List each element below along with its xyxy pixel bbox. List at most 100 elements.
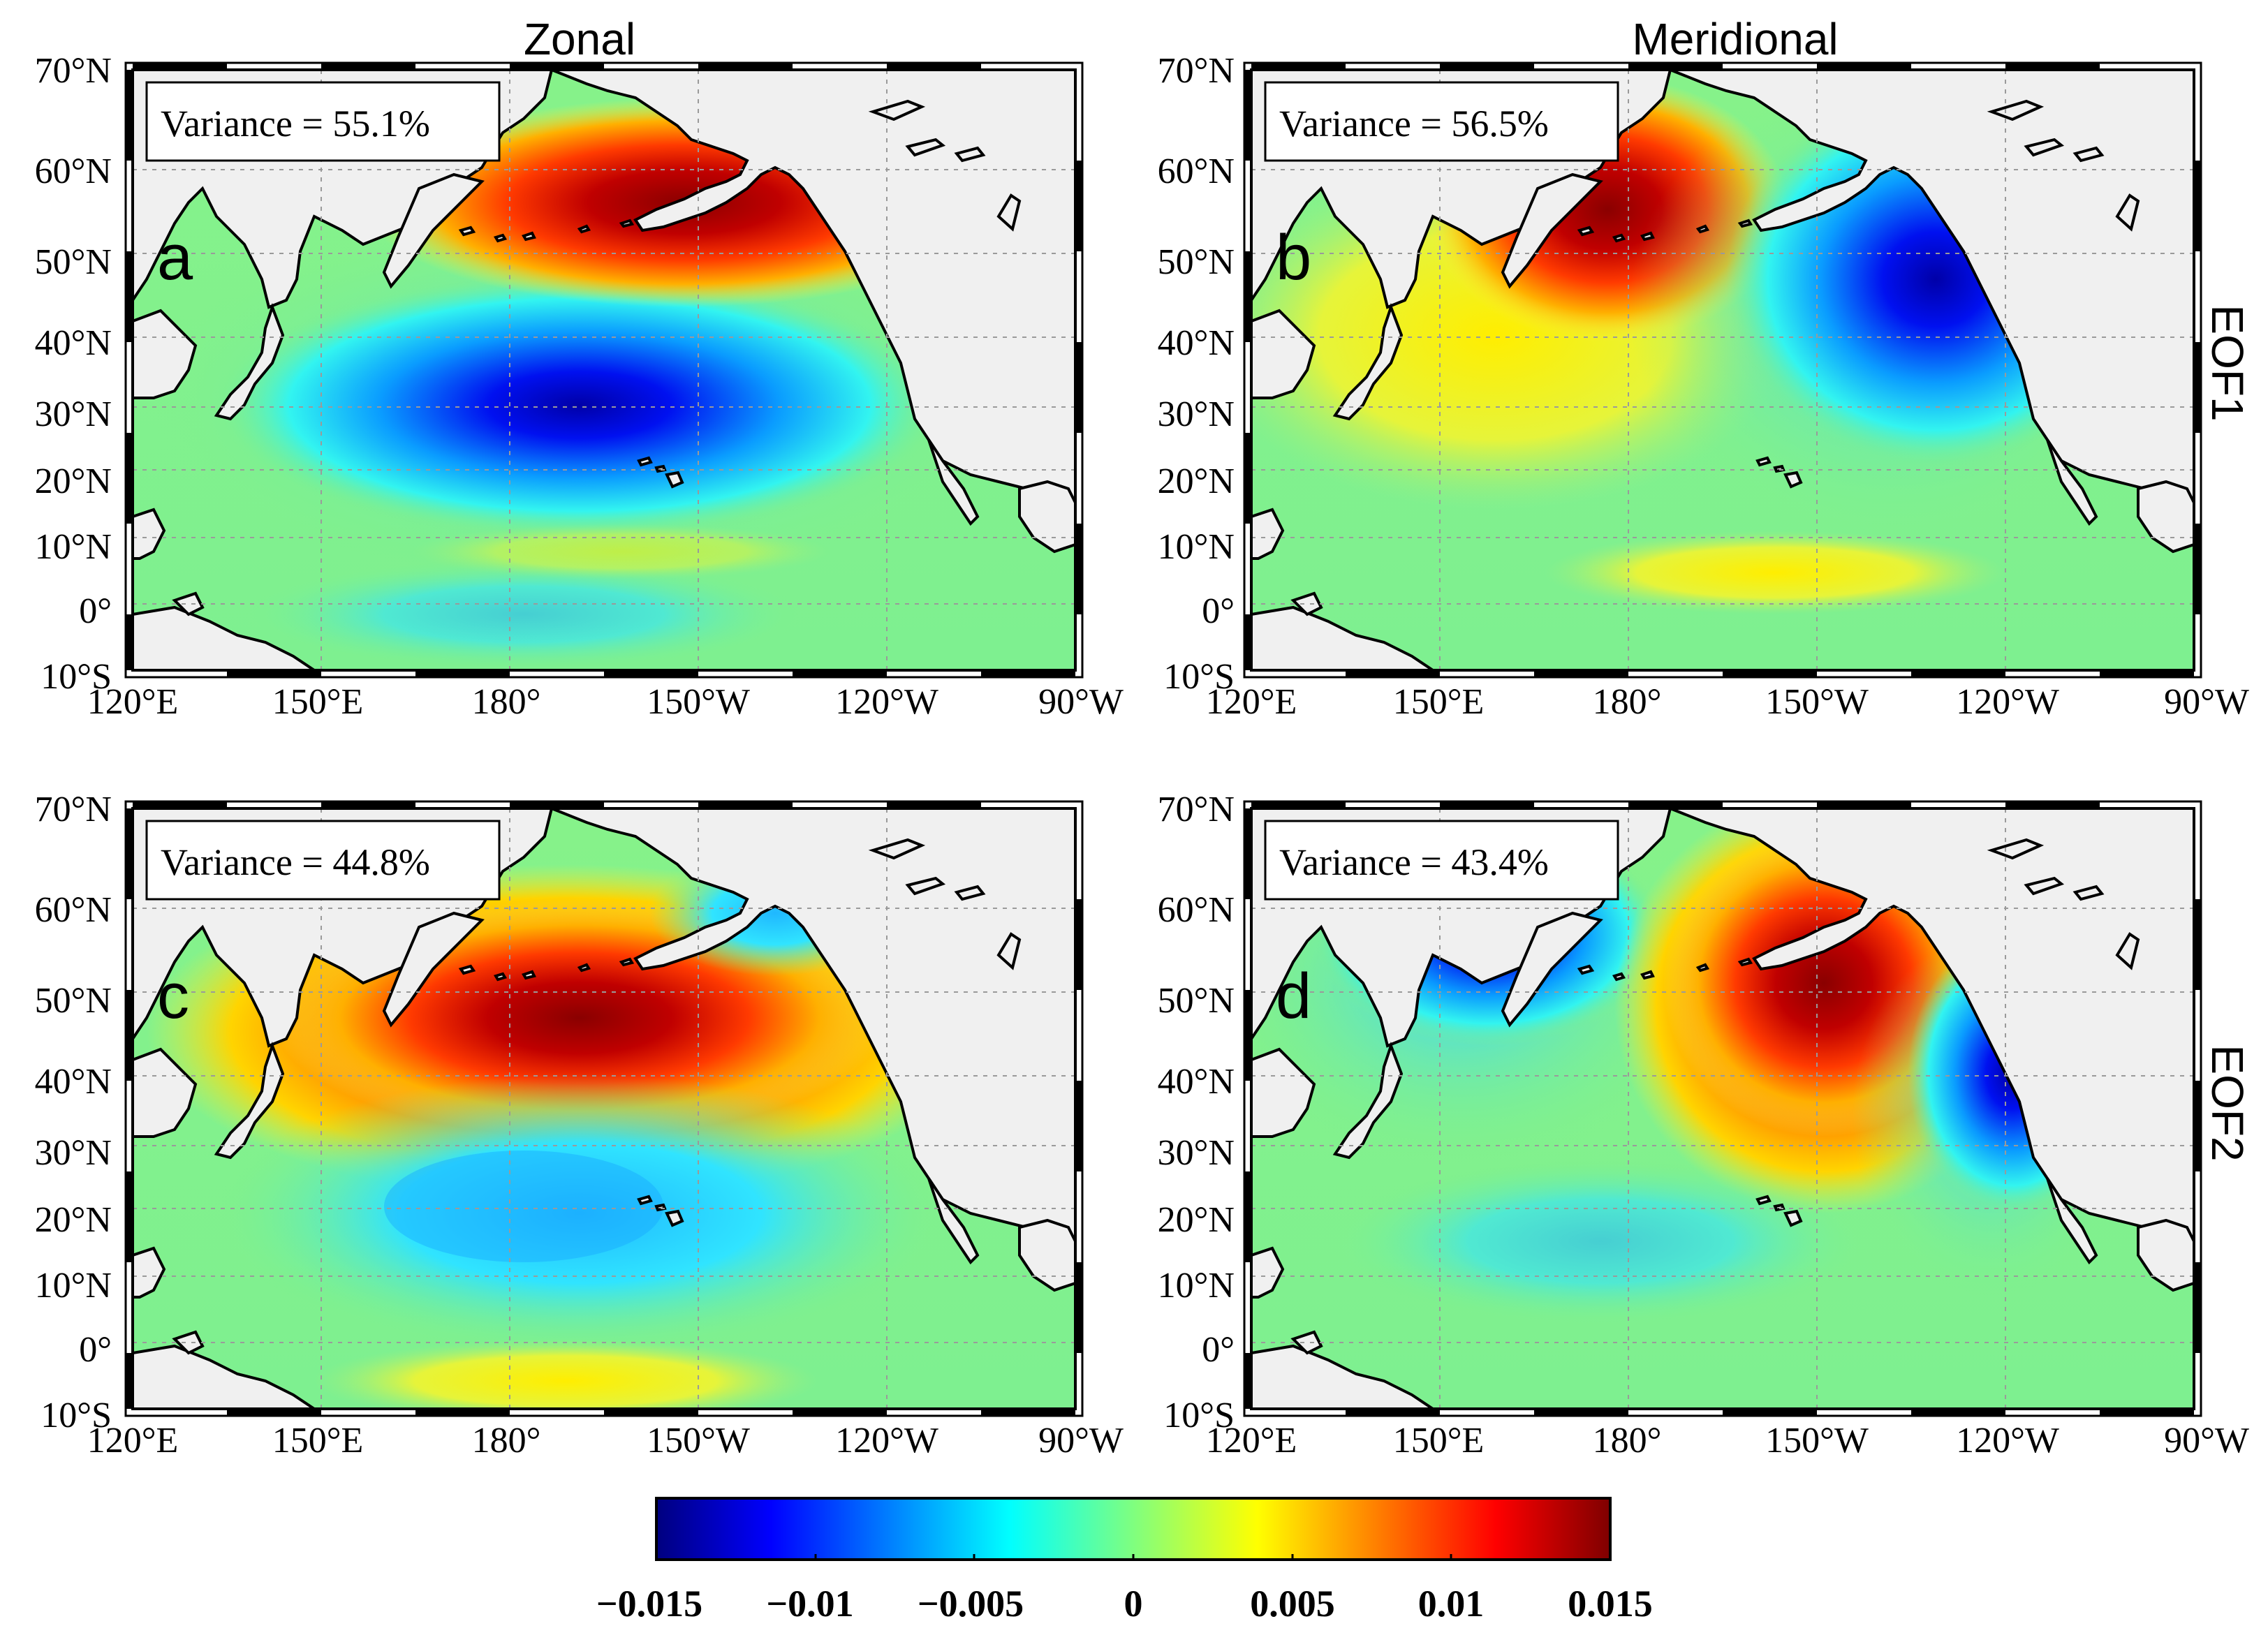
lon-tick: 120°W <box>1956 1421 2059 1461</box>
lat-tick: 50°N <box>35 981 112 1021</box>
colorbar-ticks <box>655 1554 1612 1560</box>
lat-tick: 70°N <box>1158 51 1235 91</box>
lat-tick: 0° <box>79 1330 112 1370</box>
lat-tick: 20°N <box>1158 1200 1235 1240</box>
lon-tick: 180° <box>1593 682 1662 722</box>
row-title-eof1: EOF1 <box>2202 304 2253 421</box>
lat-tick: 50°N <box>35 242 112 282</box>
variance-label: Variance = 55.1% <box>161 103 430 145</box>
lat-axis-b: 70°N 60°N 50°N 40°N 30°N 20°N 10°N 0° 10… <box>1158 51 1235 697</box>
cyan-anomaly-south <box>244 559 803 670</box>
yellow-anomaly <box>412 524 831 579</box>
lat-tick: 0° <box>1202 591 1235 631</box>
col-title-meridional: Meridional <box>1632 14 1838 64</box>
lat-tick: 30°N <box>1158 394 1235 434</box>
lon-tick: 120°W <box>835 1421 938 1461</box>
variance-label: Variance = 43.4% <box>1279 841 1549 883</box>
colorbar-label: 0.01 <box>1418 1583 1485 1625</box>
variance-label: Variance = 56.5% <box>1279 103 1549 145</box>
variance-box <box>145 81 501 162</box>
lon-tick: 90°W <box>1038 1421 1124 1461</box>
panel-letter: a <box>157 222 193 293</box>
yellow-anomaly-equator <box>1545 531 2005 614</box>
lat-tick: 50°N <box>1158 981 1235 1021</box>
lon-tick: 90°W <box>1038 682 1124 722</box>
lat-tick: 60°N <box>35 890 112 930</box>
lat-tick: 40°N <box>1158 323 1235 363</box>
lat-tick: 10°S <box>1163 1396 1235 1435</box>
lon-tick: 150°E <box>1393 1421 1485 1461</box>
lon-tick: 150°W <box>647 682 750 722</box>
lat-axis-c: 70°N 60°N 50°N 40°N 30°N 20°N 10°N 0° 10… <box>35 790 112 1435</box>
variance-box <box>145 820 501 901</box>
lon-tick: 120°W <box>1956 682 2059 722</box>
colorbar-label: 0.015 <box>1568 1583 1653 1625</box>
colorbar-label: 0.005 <box>1250 1583 1335 1625</box>
yellow-anomaly <box>314 1339 817 1409</box>
lon-axis-b: 120°E 150°E 180° 150°W 120°W 90°W <box>1206 682 2249 722</box>
cyan-anomaly <box>216 1074 943 1353</box>
colorbar: −0.015 −0.01 −0.005 0 0.005 0.01 0.015 <box>596 1497 1653 1625</box>
lat-tick: 0° <box>1202 1330 1235 1370</box>
lat-tick: 70°N <box>35 51 112 91</box>
lon-axis-d: 120°E 150°E 180° 150°W 120°W 90°W <box>1206 1421 2249 1461</box>
lat-tick: 60°N <box>35 151 112 191</box>
lat-axis-d: 70°N 60°N 50°N 40°N 30°N 20°N 10°N 0° 10… <box>1158 790 1235 1435</box>
lat-tick: 10°N <box>35 527 112 567</box>
lon-tick: 120°E <box>87 1421 179 1461</box>
lat-tick: 30°N <box>1158 1133 1235 1173</box>
lat-tick: 40°N <box>1158 1062 1235 1102</box>
lon-tick: 150°E <box>1393 682 1485 722</box>
colorbar-labels: −0.015 −0.01 −0.005 0 0.005 0.01 0.015 <box>596 1583 1653 1625</box>
lon-tick: 180° <box>472 682 541 722</box>
blue-anomaly <box>216 272 943 538</box>
lat-axis-a: 70°N 60°N 50°N 40°N 30°N 20°N 10°N 0° 10… <box>35 51 112 697</box>
col-title-zonal: Zonal <box>524 14 635 64</box>
lat-tick: 10°N <box>1158 527 1235 567</box>
variance-box <box>1264 820 1619 901</box>
lon-tick: 150°E <box>272 1421 364 1461</box>
panel-c: Variance = 44.8% c <box>124 800 1084 1417</box>
lon-tick: 120°W <box>835 682 938 722</box>
lon-tick: 180° <box>472 1421 541 1461</box>
colorbar-label: 0 <box>1124 1583 1143 1625</box>
panel-d: Variance = 43.4% d <box>1243 800 2202 1417</box>
colorbar-label: −0.01 <box>766 1583 853 1625</box>
colorbar-label: −0.015 <box>596 1583 702 1625</box>
lon-tick: 120°E <box>87 682 179 722</box>
lat-tick: 70°N <box>35 790 112 829</box>
lat-tick: 60°N <box>1158 151 1235 191</box>
lon-tick: 150°E <box>272 682 364 722</box>
row-title-eof2: EOF2 <box>2202 1044 2253 1161</box>
lat-tick: 10°S <box>1163 657 1235 697</box>
lat-tick: 40°N <box>35 1062 112 1102</box>
lat-tick: 20°N <box>35 461 112 501</box>
panel-b: Variance = 56.5% b <box>1243 61 2202 679</box>
variance-box <box>1264 81 1619 162</box>
cyan-anomaly-south <box>1335 1158 1866 1325</box>
lon-tick: 180° <box>1593 1421 1662 1461</box>
lat-tick: 10°N <box>1158 1266 1235 1306</box>
lon-tick: 90°W <box>2164 682 2249 722</box>
lat-tick: 50°N <box>1158 242 1235 282</box>
lat-tick: 30°N <box>35 1133 112 1173</box>
lat-tick: 20°N <box>1158 461 1235 501</box>
lon-tick: 120°E <box>1206 1421 1297 1461</box>
colorbar-gradient <box>655 1497 1612 1561</box>
colorbar-label: −0.005 <box>918 1583 1024 1625</box>
lat-tick: 20°N <box>35 1200 112 1240</box>
variance-label: Variance = 44.8% <box>161 841 430 883</box>
lon-tick: 150°W <box>647 1421 750 1461</box>
lon-tick: 90°W <box>2164 1421 2249 1461</box>
lat-tick: 30°N <box>35 394 112 434</box>
panel-letter: d <box>1276 961 1311 1032</box>
lat-tick: 10°S <box>40 1396 112 1435</box>
panel-letter: b <box>1276 222 1311 293</box>
lat-tick: 60°N <box>1158 890 1235 930</box>
lon-tick: 150°W <box>1765 1421 1869 1461</box>
lat-tick: 10°S <box>40 657 112 697</box>
lon-axis-c: 120°E 150°E 180° 150°W 120°W 90°W <box>87 1421 1124 1461</box>
lat-tick: 70°N <box>1158 790 1235 829</box>
lat-tick: 10°N <box>35 1266 112 1306</box>
